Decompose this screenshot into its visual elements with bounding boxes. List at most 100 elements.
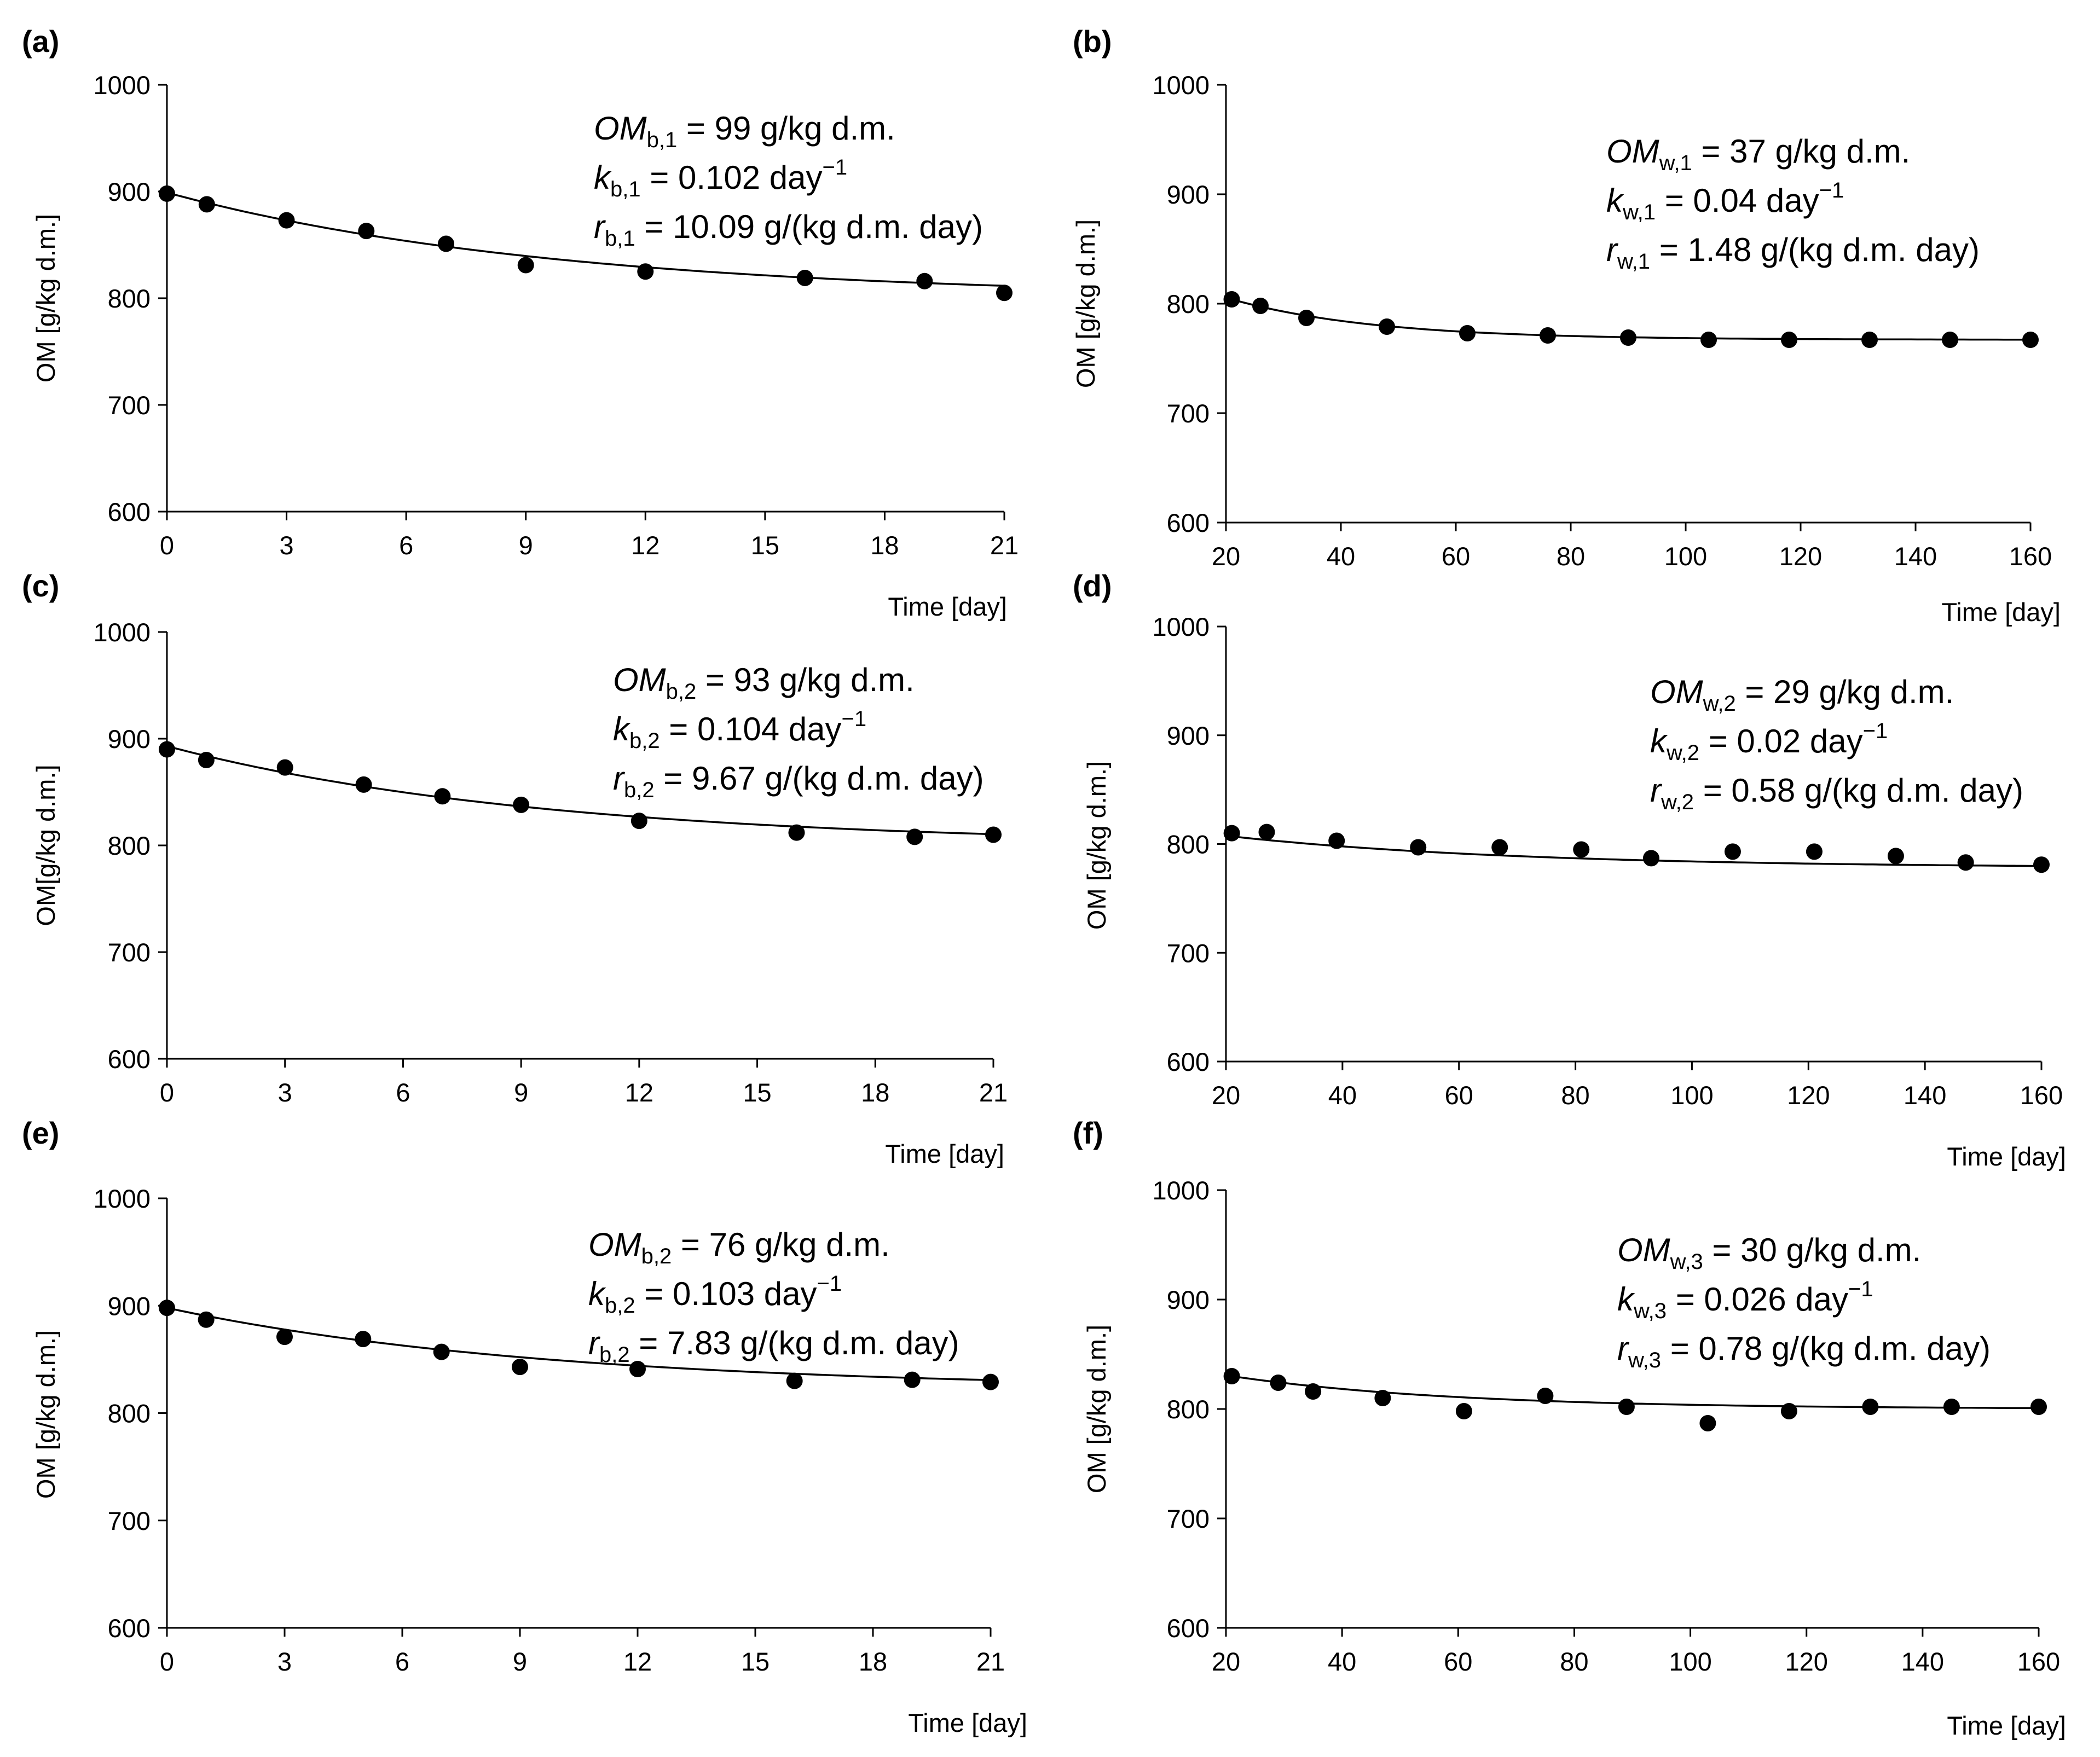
data-point [1942, 332, 1958, 348]
x-tick-label: 9 [513, 1647, 527, 1676]
x-tick-label: 6 [399, 531, 413, 560]
x-tick-label: 9 [519, 531, 533, 560]
data-point [1943, 1399, 1960, 1415]
data-point [1618, 1399, 1635, 1415]
data-point [1223, 825, 1240, 842]
annotation-line: OMb,2 = 76 g/kg d.m. [588, 1226, 890, 1268]
data-point [2033, 856, 2050, 873]
data-point [1379, 318, 1395, 335]
y-tick-label: 700 [108, 391, 151, 420]
x-tick-label: 3 [278, 1078, 292, 1107]
data-point [355, 776, 372, 793]
data-point [1780, 1403, 1797, 1419]
annotation-line: kb,1 = 0.102 day−1 [594, 155, 847, 201]
data-point [513, 796, 530, 813]
y-tick-label: 1000 [93, 71, 151, 100]
data-point [512, 1359, 528, 1376]
data-point [1724, 843, 1741, 860]
panel-label: (f) [1073, 1116, 1103, 1150]
data-point [629, 1361, 646, 1378]
data-point [159, 1300, 175, 1317]
data-point [1699, 1415, 1716, 1431]
data-point [1957, 854, 1974, 871]
data-point [1223, 291, 1240, 308]
annotation-line: rb,2 = 9.67 g/(kg d.m. day) [613, 760, 984, 802]
x-tick-label: 160 [2017, 1647, 2060, 1676]
panel-label: (c) [22, 569, 59, 603]
x-tick-label: 0 [160, 1078, 174, 1107]
x-tick-label: 100 [1670, 1081, 1713, 1110]
data-point [1700, 332, 1717, 348]
data-point [1862, 1399, 1879, 1415]
x-tick-label: 140 [1904, 1081, 1946, 1110]
data-point [198, 1311, 215, 1328]
annotation-line: OMw,2 = 29 g/kg d.m. [1650, 674, 1954, 716]
x-tick-label: 80 [1560, 1647, 1588, 1676]
x-tick-label: 12 [623, 1647, 652, 1676]
data-point [1491, 839, 1508, 856]
model-curve [166, 745, 994, 836]
data-point [1573, 841, 1590, 858]
x-tick-label: 12 [631, 531, 659, 560]
x-tick-label: 15 [751, 531, 779, 560]
x-tick-label: 20 [1212, 1081, 1240, 1110]
x-axis-title: Time [day] [1941, 598, 2061, 627]
data-point [788, 824, 805, 841]
data-point [1223, 1368, 1240, 1384]
annotation-line: OMw,3 = 30 g/kg d.m. [1617, 1232, 1921, 1274]
data-point [355, 1331, 372, 1348]
x-tick-label: 6 [395, 1647, 409, 1676]
y-tick-label: 900 [1167, 180, 1210, 209]
y-axis-title: OM [g/kg d.m.] [1082, 1325, 1111, 1493]
y-tick-label: 600 [108, 1045, 151, 1074]
data-point [517, 257, 534, 274]
y-tick-label: 800 [1167, 830, 1210, 859]
y-tick-label: 600 [108, 497, 151, 526]
y-axis-title: OM [g/kg d.m.] [1071, 219, 1100, 388]
x-tick-label: 21 [990, 531, 1019, 560]
x-tick-label: 21 [976, 1647, 1005, 1676]
panel-d: (d) 600 700 800 900 1000 20 40 60 80 100 120 140 160 T… [1073, 569, 2066, 1171]
data-point [1252, 298, 1269, 314]
y-tick-label: 900 [108, 724, 151, 753]
model-curve [1231, 835, 2041, 867]
panel-label: (a) [22, 24, 59, 59]
data-point [2030, 1399, 2047, 1415]
y-tick-label: 700 [1167, 1504, 1210, 1533]
y-tick-label: 1000 [93, 618, 151, 647]
x-tick-label: 140 [1894, 542, 1937, 571]
x-tick-label: 100 [1664, 542, 1707, 571]
x-tick-label: 18 [870, 531, 899, 560]
data-point [1410, 839, 1427, 856]
panel-f: (f) 600 700 800 900 1000 20 40 60 80 100 120 140 160 T… [1073, 1116, 2066, 1740]
data-point [438, 235, 454, 252]
y-tick-label: 800 [108, 831, 151, 860]
x-tick-label: 160 [2020, 1081, 2063, 1110]
annotation-line: kb,2 = 0.104 day−1 [613, 707, 866, 753]
data-point [1642, 850, 1659, 867]
annotation-line: kw,3 = 0.026 day−1 [1617, 1277, 1873, 1323]
data-point [906, 828, 923, 845]
x-tick-label: 100 [1669, 1647, 1711, 1676]
data-point [434, 788, 451, 805]
data-point [1620, 329, 1636, 346]
data-point [276, 1329, 293, 1346]
data-point [358, 223, 375, 240]
y-tick-label: 800 [1167, 289, 1210, 318]
y-tick-label: 600 [1167, 1614, 1210, 1643]
annotation-line: rb,1 = 10.09 g/(kg d.m. day) [594, 208, 983, 251]
x-axis-title: Time [day] [888, 592, 1007, 621]
x-tick-label: 12 [625, 1078, 653, 1107]
x-axis-title: Time [day] [1947, 1711, 2066, 1740]
data-point [1258, 824, 1275, 840]
x-tick-label: 120 [1779, 542, 1822, 571]
x-tick-label: 15 [743, 1078, 771, 1107]
x-tick-label: 0 [160, 1647, 174, 1676]
x-tick-label: 40 [1328, 1647, 1356, 1676]
y-tick-label: 1000 [93, 1184, 151, 1213]
x-tick-label: 40 [1327, 542, 1355, 571]
y-tick-label: 700 [1167, 938, 1210, 967]
y-tick-label: 600 [1167, 508, 1210, 537]
data-point [198, 196, 215, 213]
x-tick-label: 80 [1557, 542, 1585, 571]
